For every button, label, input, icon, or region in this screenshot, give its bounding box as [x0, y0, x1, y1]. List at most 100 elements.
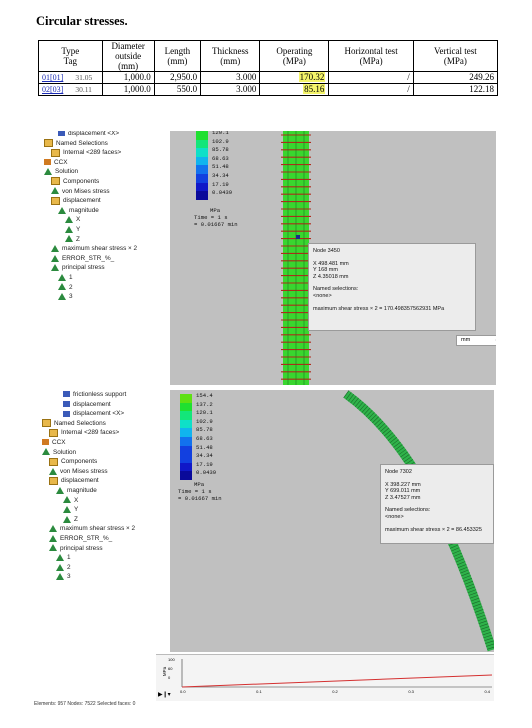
legend-value: 102.9	[212, 137, 229, 145]
tree-item[interactable]: magnitude	[58, 206, 99, 215]
tree-item[interactable]: X	[63, 496, 78, 505]
tree-item[interactable]: Z	[65, 235, 80, 244]
time-info: MPa Time = 1 s = 0.01667 min	[178, 481, 222, 502]
play-pause-icon[interactable]: ▶❙▾	[158, 691, 171, 698]
tree-item-label: displacement <X>	[73, 410, 125, 418]
tree-node-icon	[56, 573, 64, 581]
tree-node-icon	[44, 168, 52, 176]
tree-item[interactable]: Components	[49, 457, 97, 466]
tree-item[interactable]: Z	[63, 515, 78, 524]
legend-value: 17.19	[196, 460, 213, 468]
legend-swatch	[180, 445, 192, 455]
unit-select[interactable]: mm⌄	[456, 335, 496, 346]
tree-item-label: Solution	[55, 168, 79, 176]
section-title: Circular stresses.	[36, 14, 128, 28]
tree-node-icon	[58, 206, 66, 214]
tree-node-icon	[44, 159, 51, 166]
result-value: maximum shear stress × 2 = 86.453325	[385, 526, 482, 533]
legend-values: 154.4 137.2 120.1 102.9 85.78 68.63 51.48 34.34…	[196, 392, 216, 478]
tree-node-icon	[49, 534, 57, 542]
tree-item[interactable]: CCX	[44, 158, 68, 167]
tree-item-label: Y	[76, 226, 81, 233]
legend-swatch	[180, 394, 192, 403]
col-type-tag: Type Tag	[38, 40, 103, 72]
tree-item[interactable]: principal stress	[51, 263, 105, 272]
tree-item[interactable]: Solution	[44, 167, 78, 176]
fea-screenshot-2: frictionless support displacement displace…	[34, 390, 494, 708]
tree-node-icon	[49, 476, 58, 485]
cell-length: 550.0	[153, 83, 202, 96]
tree-node-icon	[42, 419, 51, 428]
tree-item[interactable]: Named Selections	[42, 419, 106, 428]
tree-item[interactable]: 3	[56, 572, 71, 581]
tree-item-label: CCX	[54, 158, 68, 166]
tree-item[interactable]: displacement <X>	[58, 131, 119, 138]
shell-mesh[interactable]	[170, 131, 496, 385]
tree-node-icon	[65, 225, 73, 233]
cell-thickness: 3.000	[200, 83, 261, 96]
tree-item[interactable]: Internal <289 faces>	[49, 428, 119, 437]
tree-node-icon	[65, 235, 73, 243]
tree-item[interactable]: Internal <289 faces>	[51, 148, 121, 157]
tree-item-label: displacement	[63, 197, 101, 205]
tree-item-label: principal stress	[62, 264, 105, 272]
tree-item[interactable]: ERROR_STR_%_	[51, 254, 114, 263]
node-y: Y 699.011 mm	[385, 488, 421, 495]
tree-item[interactable]: maximum shear stress × 2	[49, 524, 135, 533]
legend-value: 68.63	[196, 434, 213, 442]
tree-node-icon	[51, 187, 59, 195]
3d-viewport[interactable]: 154.4 137.2 120.1 102.9 85.78 68.63 51.48 34.34…	[170, 390, 494, 652]
tree-item[interactable]: Solution	[42, 448, 76, 457]
row-link[interactable]: 02[03]	[42, 85, 64, 94]
tree-item[interactable]: displacement	[49, 476, 99, 485]
node-y: Y 168 mm	[313, 267, 338, 274]
plot-yticks: 100 60 0	[168, 657, 175, 680]
tree-item-label: displacement	[61, 477, 99, 485]
tree-node-icon	[65, 216, 73, 224]
tree-item[interactable]: 2	[58, 283, 73, 292]
table-row: 02[03] 30.11 1,000.0 550.0 3.000 85.16 / …	[38, 83, 499, 96]
tree-item[interactable]: Y	[63, 505, 78, 514]
legend-swatch	[180, 419, 192, 429]
legend-swatch	[180, 471, 192, 480]
tree-item[interactable]: displacement <X>	[63, 409, 124, 418]
tree-item[interactable]: maximum shear stress × 2	[51, 244, 137, 253]
model-tree: displacement <X> Named Selections Internal…	[36, 131, 170, 385]
legend-swatch	[196, 191, 208, 200]
row-link[interactable]: 01[01]	[42, 73, 64, 82]
col-horizontal-test: Horizontal test (MPa)	[328, 40, 414, 72]
tree-item[interactable]: frictionless support	[63, 390, 126, 399]
tree-item[interactable]: von Mises stress	[51, 187, 110, 196]
tree-item-label: ERROR_STR_%_	[62, 254, 115, 262]
3d-viewport[interactable]: 120.1 102.9 85.78 68.63 51.48 34.34 17.19 0.043…	[170, 131, 496, 385]
fea-screenshot-1: displacement <X> Named Selections Internal…	[36, 131, 496, 385]
tree-item[interactable]: 1	[56, 553, 71, 562]
tree-item[interactable]: displacement	[51, 196, 101, 205]
tree-item[interactable]: 1	[58, 273, 73, 282]
tree-item[interactable]: 3	[58, 292, 73, 301]
legend-value: 17.19	[212, 180, 229, 188]
cell-operating: 85.16	[303, 84, 326, 94]
tree-item[interactable]: principal stress	[49, 544, 103, 553]
history-plot[interactable]: MPa 100 60 0 0.0 0.1 0.2 0.3 0.4 ▶❙▾	[156, 654, 494, 701]
tree-item-label: 3	[67, 573, 71, 581]
tree-node-icon	[58, 273, 66, 281]
cell-vertical: 249.26	[412, 71, 499, 84]
tree-item[interactable]: Components	[51, 177, 99, 186]
row-tag: 30.11	[75, 85, 92, 94]
node-info-panel: Node 3450 X 498.481 mm Y 168 mm Z 4.3501…	[308, 243, 476, 331]
tree-node-icon	[63, 515, 71, 523]
tree-item[interactable]: 2	[56, 563, 71, 572]
tree-item[interactable]: Y	[65, 225, 80, 234]
tree-item-label: Y	[74, 506, 79, 514]
tree-item[interactable]: displacement	[63, 400, 111, 409]
tree-item[interactable]: magnitude	[56, 486, 97, 495]
tree-item[interactable]: von Mises stress	[49, 467, 108, 476]
tree-item[interactable]: Named Selections	[44, 138, 108, 148]
tree-item[interactable]: X	[65, 215, 80, 224]
tree-item[interactable]: ERROR_STR_%_	[49, 534, 112, 543]
cell-horizontal: /	[328, 83, 414, 96]
tree-item[interactable]: CCX	[42, 438, 66, 447]
tree-item-label: 1	[69, 274, 73, 281]
node-x: X 398.227 mm	[385, 481, 421, 488]
